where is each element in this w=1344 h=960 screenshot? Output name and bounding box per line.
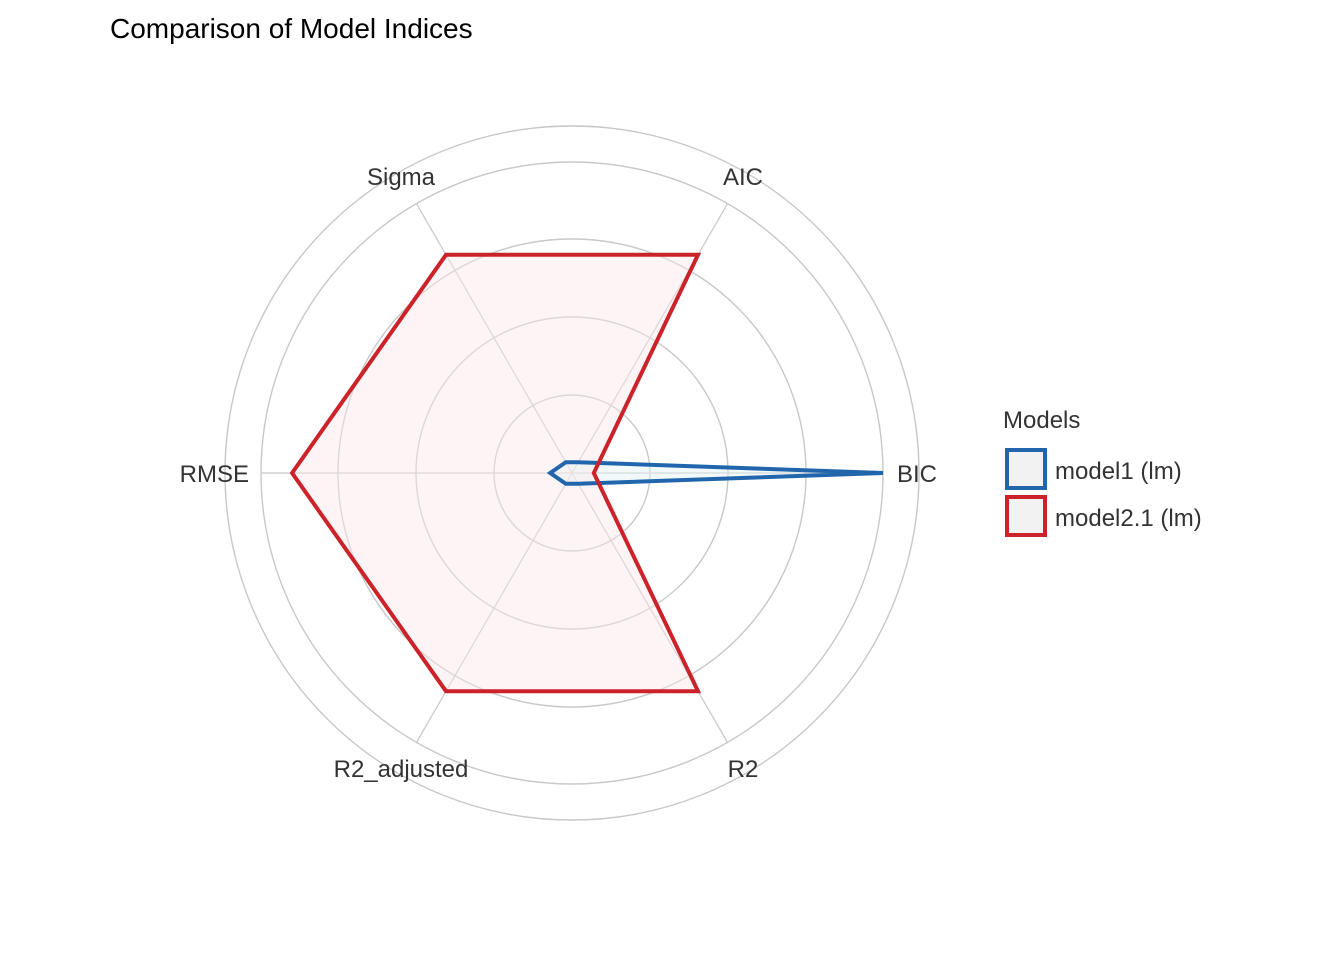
series-fill-1	[292, 254, 698, 692]
legend-key-0	[1005, 448, 1047, 490]
axis-label-r2: R2	[728, 756, 759, 783]
series-fill-0	[550, 462, 883, 484]
axis-label-r2-adjusted: R2_adjusted	[334, 756, 469, 783]
axis-label-bic: BIC	[897, 461, 937, 488]
axis-label-rmse: RMSE	[180, 461, 249, 488]
series-lines	[289, 252, 884, 694]
legend-key-1	[1005, 495, 1047, 537]
axis-label-sigma: Sigma	[367, 164, 436, 191]
legend: Models model1 (lm) model2.1 (lm)	[1003, 407, 1202, 537]
legend-title: Models	[1003, 407, 1080, 434]
series-line-0	[546, 460, 884, 486]
legend-label-1: model2.1 (lm)	[1055, 505, 1202, 532]
spoke-r2-adjusted	[415, 472, 573, 743]
spoke-sigma	[415, 203, 573, 474]
spoke-aic	[571, 203, 729, 474]
chart-title: Comparison of Model Indices	[110, 13, 473, 44]
axis-label-aic: AIC	[723, 164, 763, 191]
series-line-1	[289, 252, 702, 694]
axis-labels: BIC AIC Sigma RMSE R2_adjusted R2	[180, 164, 937, 783]
spoke-r2	[571, 472, 729, 743]
grid-ring	[224, 125, 920, 821]
series-fills	[292, 254, 883, 692]
legend-label-0: model1 (lm)	[1055, 458, 1182, 485]
